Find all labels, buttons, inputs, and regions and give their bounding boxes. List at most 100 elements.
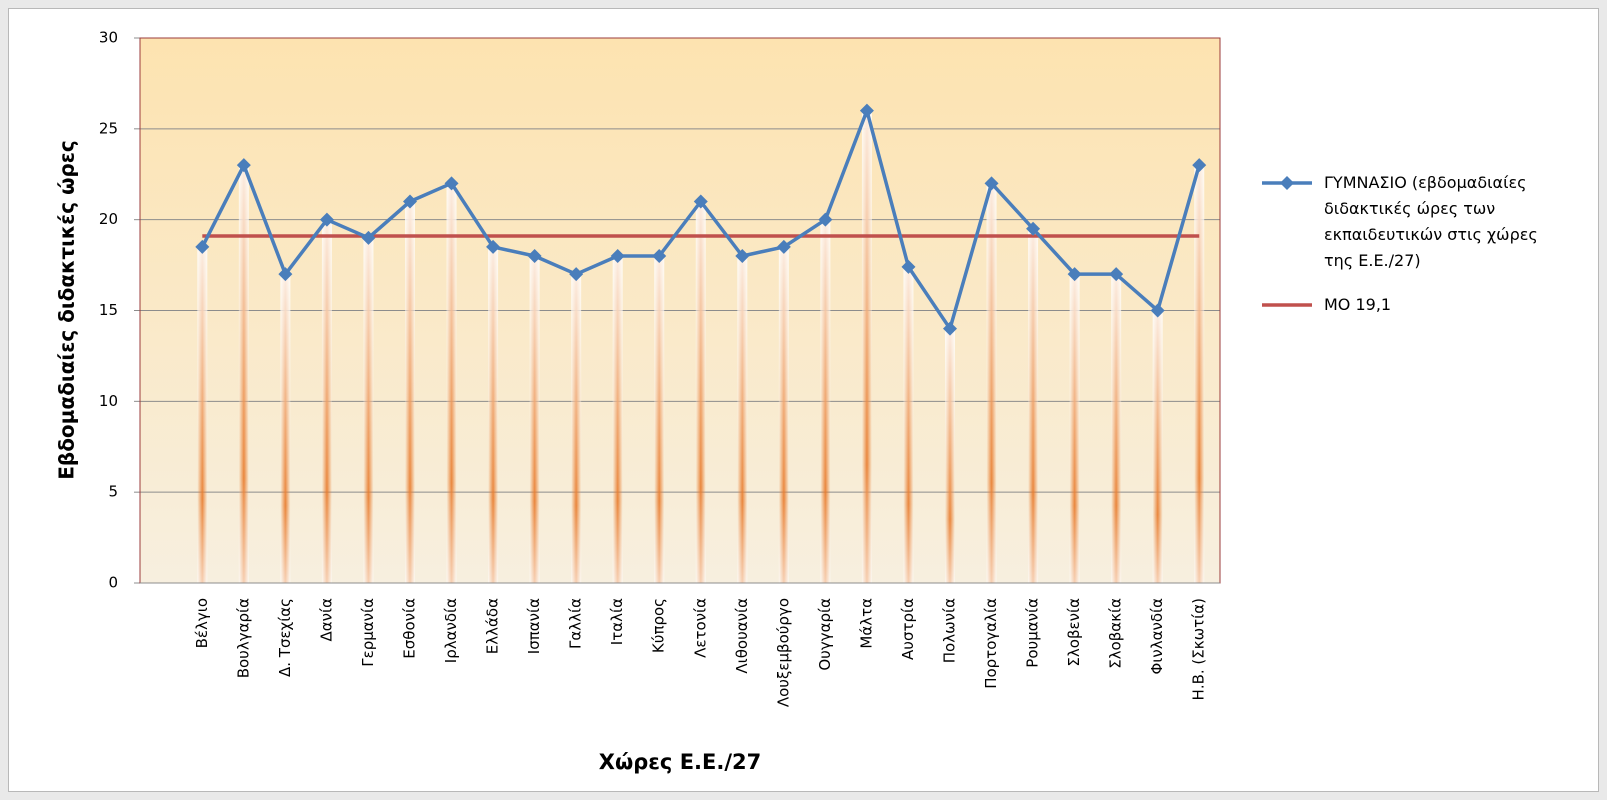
drop-line-shade [529,256,540,583]
marker [569,267,584,282]
marker [735,249,750,263]
marker [1026,221,1041,236]
drop-line-shade [1028,228,1039,583]
marker [444,176,459,191]
drop-line-shade [280,274,291,583]
x-tick-label: Ισπανία [525,598,543,654]
x-tick-label: Δανία [317,598,335,642]
drop-line-shade [737,256,748,583]
drop-line [571,274,582,583]
x-tick-label: Ιρλανδία [442,598,460,663]
marker [486,239,501,254]
drop-line-shade [571,274,582,583]
drop-line [737,256,748,583]
marker [1150,303,1165,318]
drop-line [1028,228,1039,583]
drop-line [197,246,208,583]
marker [236,158,251,173]
y-tick-label: 10 [99,392,118,410]
y-tick-label: 15 [99,301,118,319]
drop-line-shade [1069,274,1080,583]
x-tick-label: Ελλάδα [484,598,502,654]
marker [693,194,708,209]
x-tick-label: Κύπρος [650,598,668,653]
x-tick-label: Σλοβενία [1065,598,1083,667]
drop-line-shade [238,165,249,583]
drop-line-shade [861,110,872,584]
x-tick-label: Γαλλία [567,598,585,649]
legend-item: ΜΟ 19,1 [1262,292,1562,318]
marker [901,259,916,274]
x-tick-label: Εσθονία [401,598,419,659]
drop-line-shade [363,237,374,584]
drop-line-shade [986,183,997,584]
x-tick-label: Λουξεμβούργο [774,598,792,707]
drop-line [695,201,706,583]
drop-line-shade [405,201,415,583]
drop-line [1152,310,1163,583]
drop-line [280,274,291,583]
marker [984,176,999,191]
drop-line-shade [695,201,706,583]
drop-line [446,183,457,584]
legend-key [1262,303,1312,307]
x-tick-label: Δ. Τσεχίας [276,598,294,677]
drop-line-shade [778,246,789,583]
x-tick-label: Φινλανδία [1148,598,1166,675]
x-tick-label: Πολωνία [941,598,959,663]
drop-line-shade [945,328,955,583]
drop-line [903,266,914,583]
marker [943,321,957,336]
drop-line [612,256,623,583]
drop-line-shade [654,256,665,583]
drop-line [363,237,374,584]
drop-line [488,246,499,583]
drop-line-shade [446,183,457,584]
drop-line [529,256,540,583]
x-tick-label: Ουγγαρία [816,598,834,671]
marker [527,249,542,263]
drop-line-shade [1152,310,1163,583]
y-tick-label: 30 [99,29,118,47]
drop-line-shade [903,266,914,583]
drop-line-shade [612,256,623,583]
marker [1192,158,1207,173]
drop-line [321,219,332,583]
x-tick-label: Γερμανία [359,598,377,667]
drop-line-shade [1111,274,1122,583]
x-tick-label: Ρουμανία [1024,598,1042,668]
x-tick-label: Λετονία [691,598,709,658]
legend-marker [1280,176,1294,190]
marker [319,212,334,227]
legend-label: ΜΟ 19,1 [1324,295,1392,314]
drop-line [238,165,249,583]
drop-line-shade [321,219,332,583]
drop-line [861,110,872,584]
y-tick-label: 5 [108,483,118,501]
y-axis-title: Εβδομαδιαίες διδακτικές ώρες [55,140,79,480]
legend-item: ΓΥΜΝΑΣΙΟ (εβδομαδιαίες διδακτικές ώρες τ… [1262,170,1562,274]
drop-line [820,219,831,583]
marker [776,239,791,254]
drop-line [1111,274,1122,583]
y-tick-label: 20 [99,210,118,228]
drop-line [778,246,789,583]
x-tick-label: Λιθουανία [733,598,751,674]
drop-line [986,183,997,584]
y-tick-label: 0 [108,574,118,592]
drop-line-shade [820,219,831,583]
x-tick-label: Βουλγαρία [234,598,252,678]
drop-line-shade [197,246,208,583]
marker [610,249,625,263]
drop-line [1069,274,1080,583]
marker [195,239,210,254]
marker [1067,267,1082,282]
legend: ΓΥΜΝΑΣΙΟ (εβδομαδιαίες διδακτικές ώρες τ… [1262,170,1562,336]
marker [859,103,874,118]
drop-line-shade [488,246,499,583]
marker [278,267,293,282]
x-tick-label: Αυστρία [899,598,917,660]
marker [403,194,417,209]
legend-label: ΓΥΜΝΑΣΙΟ (εβδομαδιαίες διδακτικές ώρες τ… [1324,173,1538,270]
